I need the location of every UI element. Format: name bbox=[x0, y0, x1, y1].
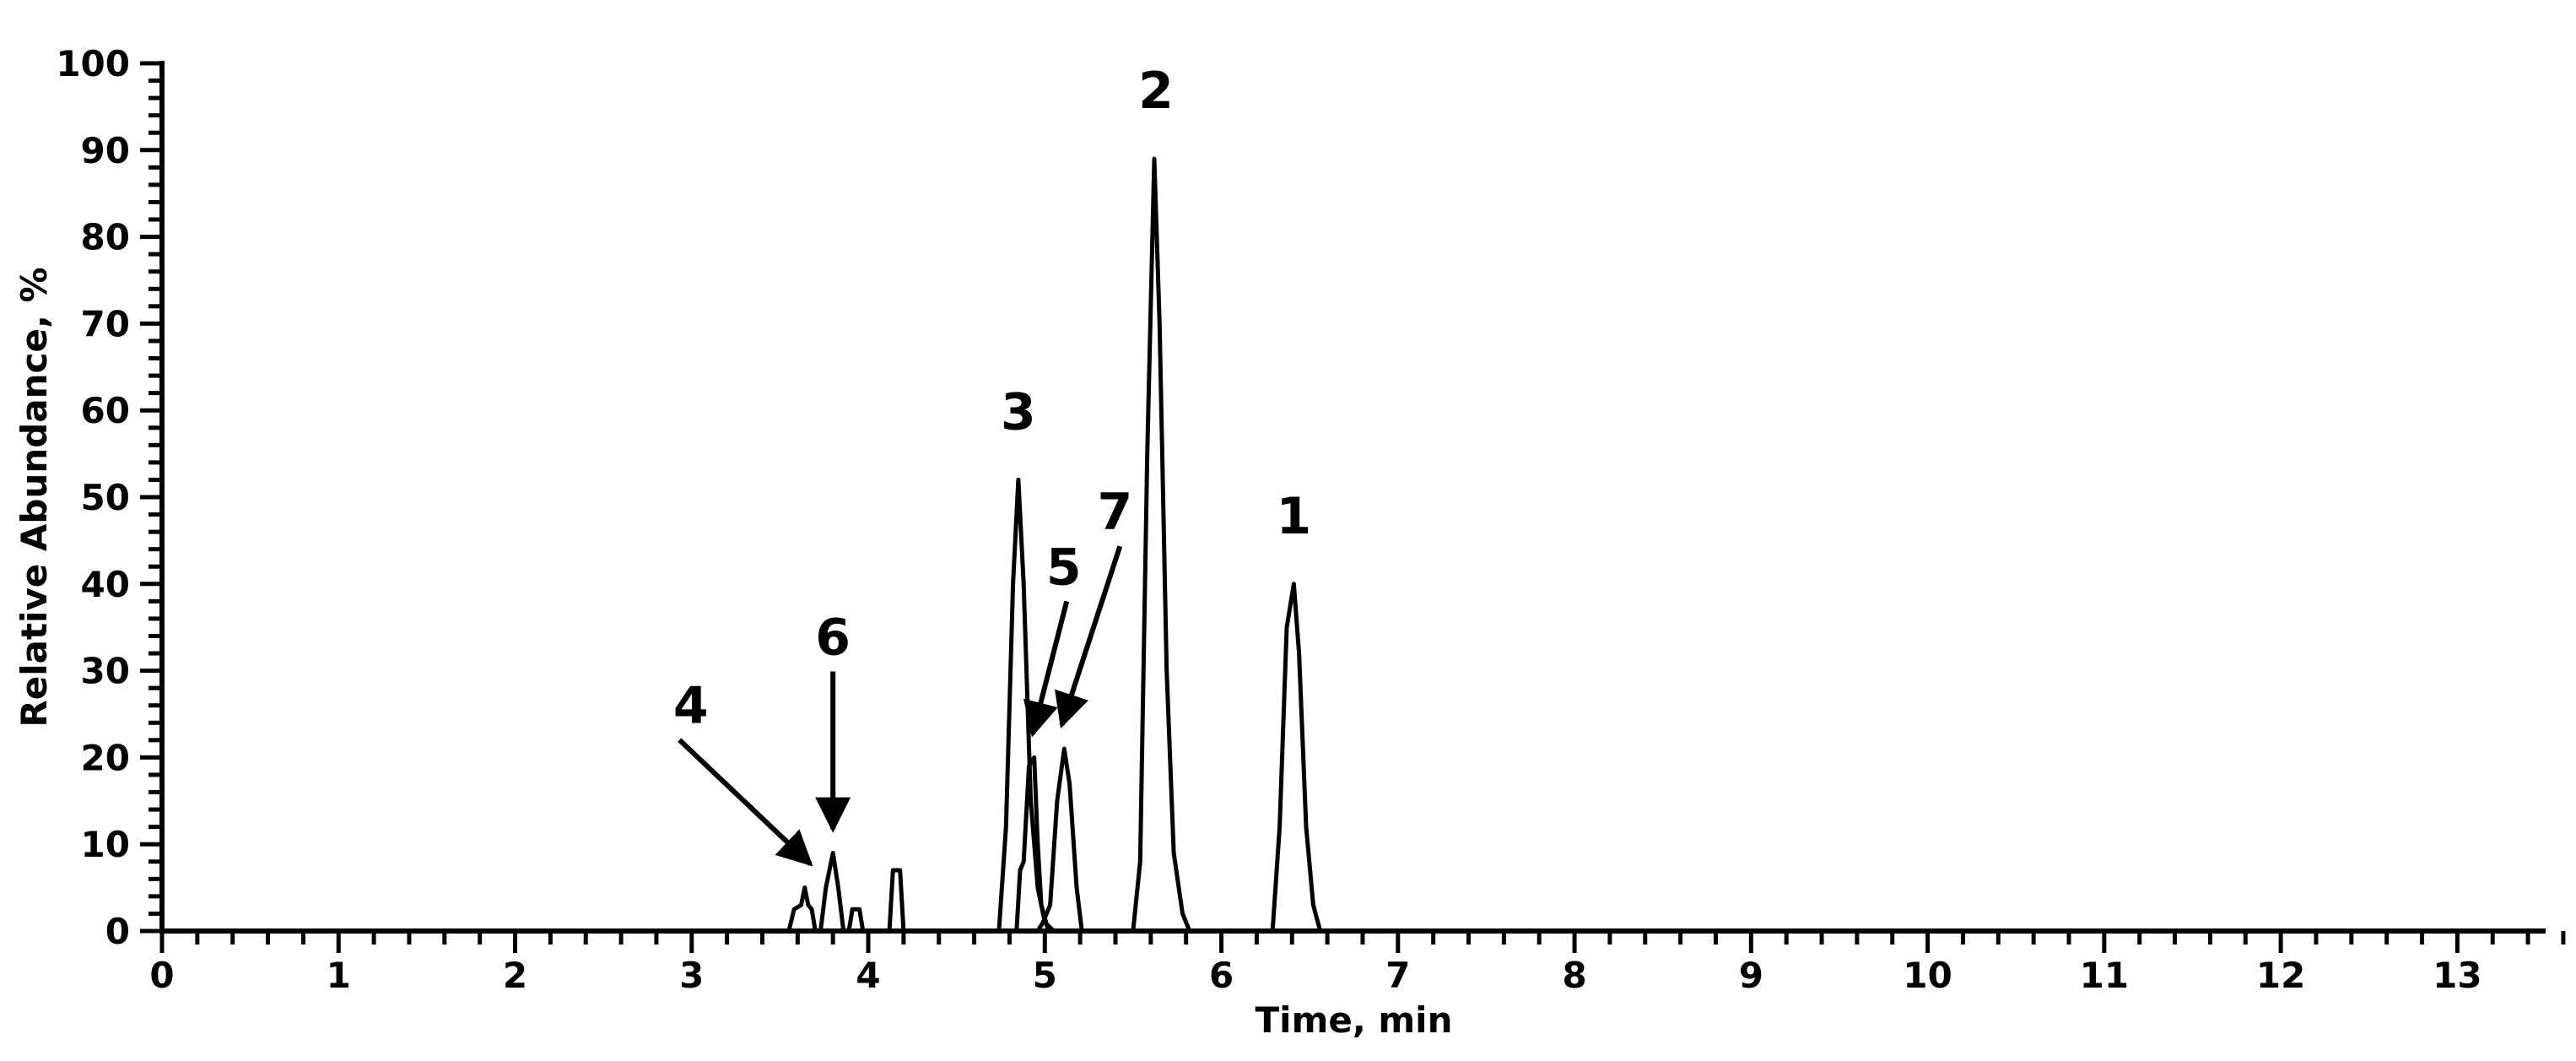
x-tick-label: 6 bbox=[1209, 955, 1234, 996]
x-tick-label: 3 bbox=[679, 955, 704, 996]
x-axis-label: Time, min bbox=[1256, 999, 1453, 1041]
y-tick-label: 10 bbox=[81, 824, 130, 865]
y-tick-label: 60 bbox=[81, 390, 130, 431]
series-line-1 bbox=[786, 885, 818, 934]
peak-arrow-7 bbox=[1055, 545, 1123, 729]
series-line-7 bbox=[1131, 156, 1192, 934]
y-tick-label: 50 bbox=[81, 477, 130, 518]
x-tick-label: 5 bbox=[1033, 955, 1057, 996]
x-tick-label: 9 bbox=[1739, 955, 1763, 996]
x-tick-label: 11 bbox=[2080, 955, 2129, 996]
x-tick-label: 10 bbox=[1903, 955, 1952, 996]
series-line-8 bbox=[1270, 582, 1323, 934]
peak-label-2: 2 bbox=[1138, 62, 1174, 121]
peak-label-1: 1 bbox=[1276, 487, 1311, 546]
x-tick-label: 7 bbox=[1385, 955, 1410, 996]
x-tick-label: 0 bbox=[149, 955, 174, 996]
peak-label-3: 3 bbox=[1001, 382, 1036, 441]
x-tick-label: 12 bbox=[2256, 955, 2305, 996]
y-tick-label: 30 bbox=[81, 651, 130, 692]
y-tick-label: 0 bbox=[105, 911, 130, 952]
x-tick-label: 8 bbox=[1562, 955, 1586, 996]
series-line-2 bbox=[818, 851, 866, 934]
peak-arrow-4 bbox=[678, 738, 813, 867]
y-tick-label: 100 bbox=[56, 43, 130, 84]
peak-label-4: 4 bbox=[673, 677, 709, 736]
series-line-3 bbox=[887, 868, 906, 934]
peak-label-5: 5 bbox=[1046, 538, 1082, 597]
y-tick-label: 70 bbox=[81, 303, 130, 344]
y-tick-label: 40 bbox=[81, 564, 130, 605]
x-tick-label: 13 bbox=[2433, 955, 2481, 996]
annotation-layer: 1 2 3 4 5 6 7 bbox=[673, 62, 1311, 867]
y-tick-label: 80 bbox=[81, 217, 130, 258]
y-tick-label: 20 bbox=[81, 737, 130, 778]
peak-label-7: 7 bbox=[1097, 483, 1132, 542]
series-layer bbox=[786, 156, 1323, 934]
y-tick-label: 90 bbox=[81, 130, 130, 171]
series-line-5 bbox=[1014, 755, 1050, 934]
series-line-6 bbox=[1035, 746, 1084, 934]
peak-arrow-5 bbox=[1023, 600, 1070, 738]
x-tick-label: 1 bbox=[327, 955, 351, 996]
x-tick-label: 4 bbox=[856, 955, 880, 996]
peak-label-6: 6 bbox=[815, 608, 851, 667]
x-tick-label: 2 bbox=[503, 955, 527, 996]
y-axis-label: Relative Abundance, % bbox=[14, 267, 55, 727]
